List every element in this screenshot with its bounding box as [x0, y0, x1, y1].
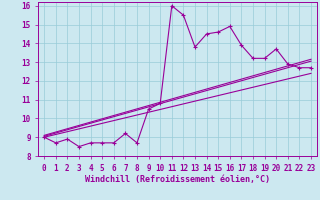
X-axis label: Windchill (Refroidissement éolien,°C): Windchill (Refroidissement éolien,°C)	[85, 175, 270, 184]
